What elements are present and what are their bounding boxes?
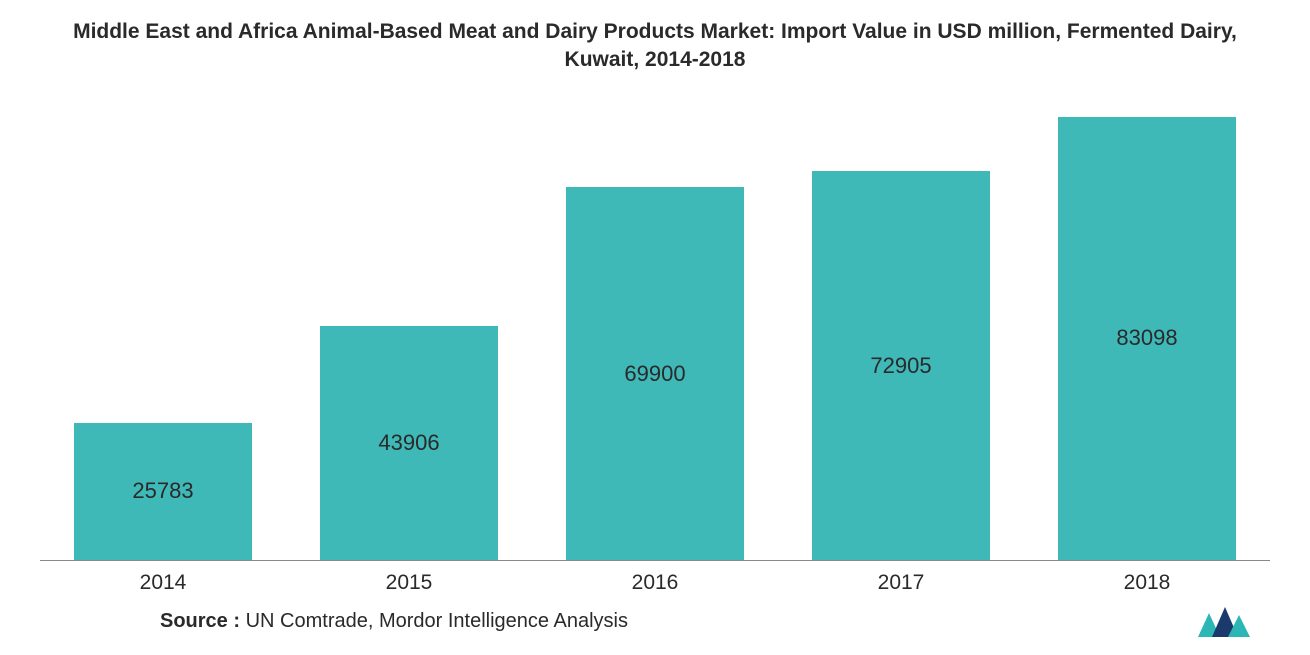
bar-value-label: 72905 [870,353,931,379]
bar: 72905 [812,171,989,560]
bar-slot: 69900 [532,91,778,560]
bar-slot: 72905 [778,91,1024,560]
x-axis-label: 2016 [532,571,778,595]
bar-value-label: 69900 [624,361,685,387]
bar: 69900 [566,187,743,560]
mordor-logo-icon [1198,605,1250,637]
bar-value-label: 25783 [132,478,193,504]
x-axis-label: 2018 [1024,571,1270,595]
bars-row: 25783 43906 69900 72905 83098 [40,91,1270,560]
bar-value-label: 83098 [1116,325,1177,351]
bar-slot: 43906 [286,91,532,560]
plot-area: 25783 43906 69900 72905 83098 [40,91,1270,560]
source-text: UN Comtrade, Mordor Intelligence Analysi… [246,610,628,632]
x-axis: 20142015201620172018 [40,560,1270,595]
bar-slot: 25783 [40,91,286,560]
bar: 25783 [74,423,251,561]
x-axis-label: 2014 [40,571,286,595]
x-axis-label: 2015 [286,571,532,595]
chart-container: Middle East and Africa Animal-Based Meat… [0,0,1310,655]
chart-title: Middle East and Africa Animal-Based Meat… [0,0,1310,83]
bar: 43906 [320,326,497,560]
source-label: Source : [160,610,240,632]
bar-value-label: 43906 [378,430,439,456]
chart-footer: Source : UN Comtrade, Mordor Intelligenc… [0,595,1310,655]
bar: 83098 [1058,117,1235,560]
x-axis-label: 2017 [778,571,1024,595]
source-citation: Source : UN Comtrade, Mordor Intelligenc… [160,610,628,633]
bar-slot: 83098 [1024,91,1270,560]
